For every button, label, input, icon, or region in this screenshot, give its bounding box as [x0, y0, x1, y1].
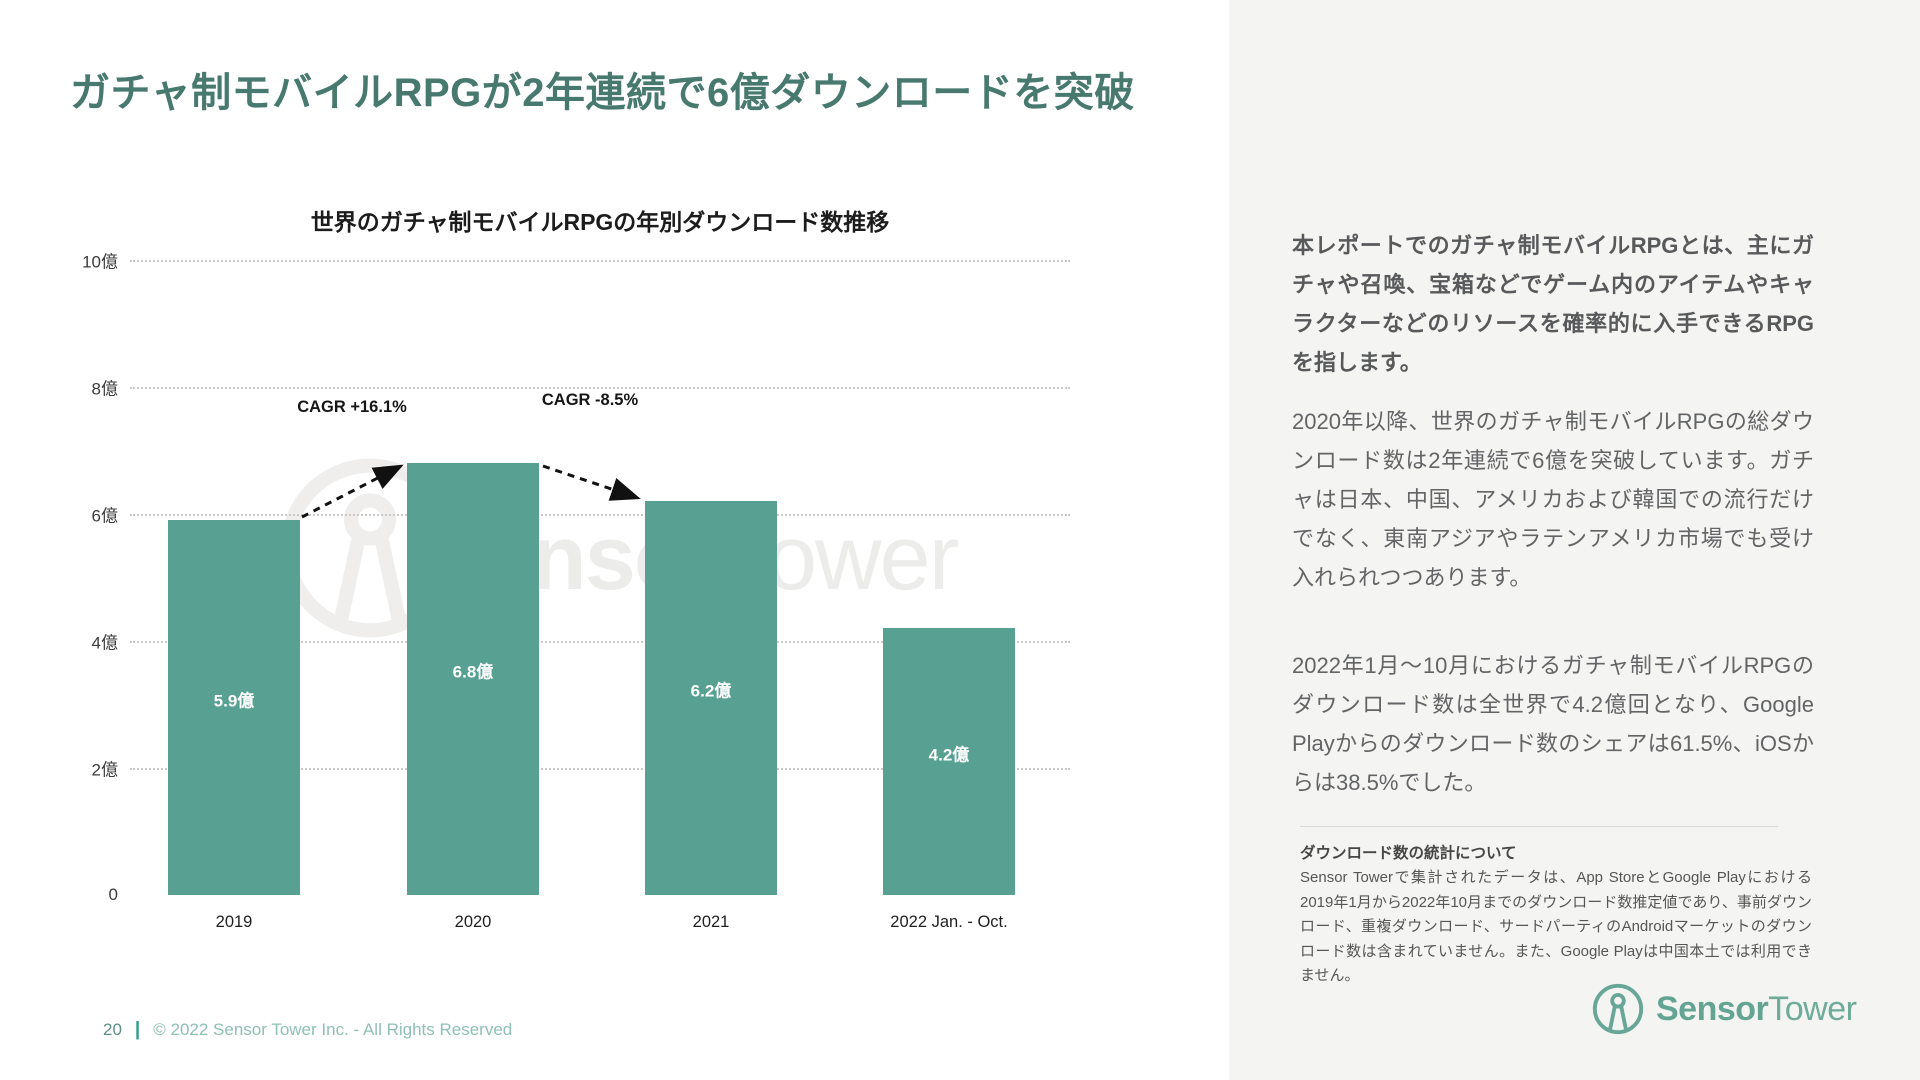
- page-title: ガチャ制モバイルRPGが2年連続で6億ダウンロードを突破: [70, 71, 1135, 115]
- x-tick-2020: 2020: [454, 913, 492, 931]
- logo-text-bold: Sensor: [1656, 989, 1769, 1028]
- x-tick-2021: 2021: [692, 913, 730, 931]
- bar-2020: 6.8億: [407, 463, 539, 895]
- bar-value-label: 6.2億: [690, 681, 732, 701]
- sensor-tower-logo-text: SensorTower: [1656, 989, 1857, 1029]
- y-tick: 4億: [91, 633, 118, 653]
- chart-title: 世界のガチャ制モバイルRPGの年別ダウンロード数推移: [310, 209, 890, 235]
- bar-2019: 5.9億: [168, 520, 300, 895]
- copyright-text: © 2022 Sensor Tower Inc. - All Rights Re…: [153, 1020, 513, 1039]
- gridline: [130, 768, 1070, 770]
- x-tick-2019: 2019: [215, 913, 253, 931]
- divider: [1300, 826, 1778, 827]
- x-tick-2022: 2022 Jan. - Oct.: [890, 913, 1008, 931]
- share-paragraph: 2022年1月〜10月におけるガチャ制モバイルRPGのダウンロード数は全世界で4…: [1292, 653, 1814, 795]
- bar-2022: 4.2億: [883, 628, 1015, 895]
- note-heading: ダウンロード数の統計について: [1300, 845, 1517, 862]
- cagr-label-2020-2021: CAGR -8.5%: [541, 391, 639, 409]
- sensor-tower-logo-icon: [1592, 983, 1644, 1035]
- plot-area: SensorTower 5.9億 6.8億 6.2億 4.2億: [130, 260, 1070, 931]
- y-tick: 10億: [82, 252, 118, 272]
- gridline: [130, 514, 1070, 516]
- gridline: [130, 641, 1070, 643]
- bar-value-label: 4.2億: [928, 745, 970, 765]
- bar-value-label: 6.8億: [452, 662, 494, 682]
- gridline: [130, 260, 1070, 262]
- logo-text-regular: Tower: [1768, 989, 1857, 1028]
- page-number: 20: [103, 1020, 122, 1039]
- footer-separator: |: [134, 1019, 141, 1040]
- y-tick: 2億: [91, 760, 118, 780]
- y-tick: 0: [108, 885, 118, 904]
- note-body: Sensor Towerで集計されたデータは、App StoreとGoogle …: [1300, 869, 1812, 984]
- footer: 20 | © 2022 Sensor Tower Inc. - All Righ…: [103, 1019, 512, 1041]
- definition-paragraph: 本レポートでのガチャ制モバイルRPGとは、主にガチャや召喚、宝箱などでゲーム内の…: [1292, 233, 1814, 375]
- bar-2021: 6.2億: [645, 501, 777, 895]
- commentary-panel: 本レポートでのガチャ制モバイルRPGとは、主にガチャや召喚、宝箱などでゲーム内の…: [1229, 0, 1920, 1080]
- bar-value-label: 5.9億: [213, 691, 255, 711]
- y-tick: 8億: [91, 379, 118, 399]
- cagr-label-2019-2020: CAGR +16.1%: [297, 398, 407, 416]
- y-tick: 6億: [91, 506, 118, 526]
- trend-paragraph: 2020年以降、世界のガチャ制モバイルRPGの総ダウンロード数は2年連続で6億を…: [1292, 409, 1814, 590]
- gridline: [130, 387, 1070, 389]
- sensor-tower-logo: SensorTower: [1589, 980, 1857, 1038]
